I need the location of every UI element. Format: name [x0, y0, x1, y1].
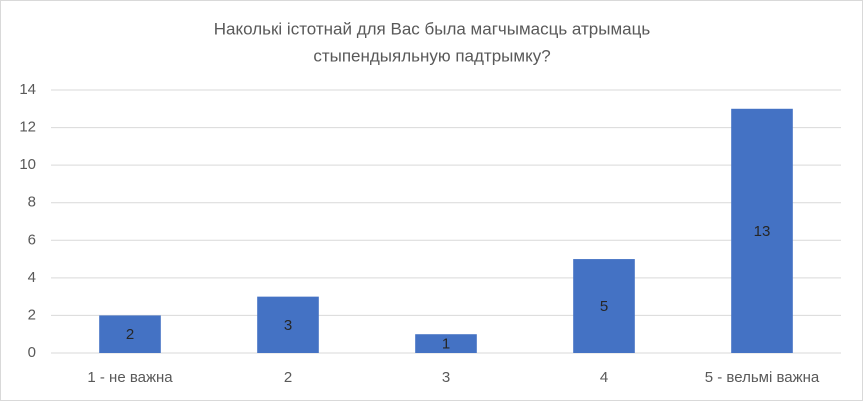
value-label: 2	[126, 326, 134, 343]
value-label: 5	[600, 298, 608, 315]
y-tick-label: 4	[28, 269, 36, 286]
y-tick-label: 0	[28, 344, 36, 361]
y-tick-label: 14	[19, 81, 36, 98]
y-tick-label: 10	[19, 156, 36, 173]
x-tick-label: 2	[284, 369, 292, 386]
value-label: 1	[442, 336, 450, 353]
x-tick-label: 3	[442, 369, 450, 386]
bar	[99, 315, 161, 353]
value-label: 13	[754, 223, 771, 240]
y-tick-label: 6	[28, 231, 36, 248]
value-label: 3	[284, 317, 292, 334]
x-tick-label: 4	[600, 369, 608, 386]
chart-title: стыпендыяльную падтрымку?	[313, 46, 550, 65]
y-tick-label: 2	[28, 306, 36, 323]
bar	[731, 108, 793, 354]
x-tick-label: 1 - не важна	[87, 369, 173, 386]
bar	[257, 296, 319, 353]
y-tick-label: 12	[19, 119, 36, 136]
x-tick-label: 5 - вельмі важна	[705, 369, 820, 386]
chart-title: Наколькі істотнай для Вас была магчымасц…	[214, 19, 651, 38]
y-tick-label: 8	[28, 194, 36, 211]
bar	[573, 259, 635, 353]
bar	[415, 334, 477, 353]
